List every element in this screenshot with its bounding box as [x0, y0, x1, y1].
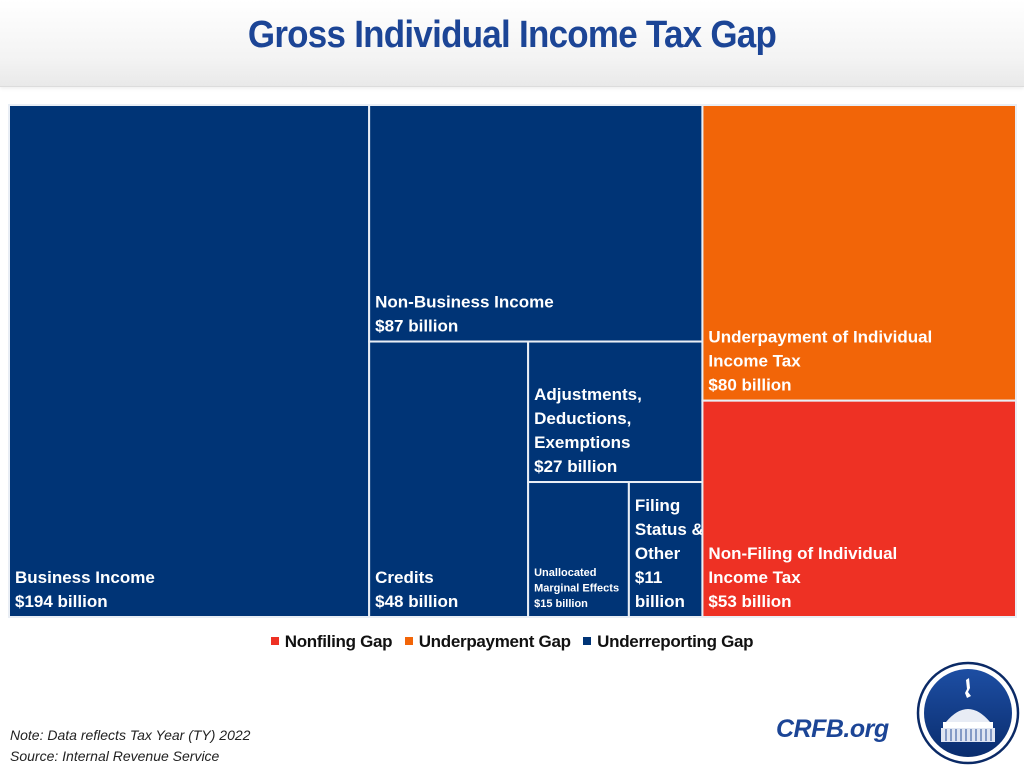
- tile-credits: Credits $48 billion: [368, 340, 530, 618]
- tile-label-business-income: $194 billion: [15, 592, 108, 611]
- tile-label-business-income: Business Income: [15, 568, 155, 587]
- tile-label-underpayment-of-individual-income-tax: Income Tax: [708, 352, 801, 371]
- legend-swatch-underreporting: [583, 637, 592, 645]
- legend-label-underpayment: Underpayment Gap: [418, 632, 571, 651]
- tile-underpayment-of-individual-income-tax: Underpayment of Individual Income Tax $80 …: [701, 104, 1017, 402]
- tile-rect-non-business-income: [368, 104, 704, 343]
- tile-rect-business-income: [8, 104, 371, 618]
- tile-label-filing-status-other: Status &: [635, 520, 704, 539]
- tile-rect-non-filing-of-individual-income-tax: [701, 399, 1017, 618]
- tile-adjustments-deductions-exemptions: Adjustments, Deductions, Exemptions $27 bil…: [527, 340, 704, 484]
- tile-label-filing-status-other: $11: [635, 568, 662, 587]
- tile-label-non-business-income: $87 billion: [375, 317, 458, 336]
- tile-non-filing-of-individual-income-tax: Non-Filing of Individual Income Tax $53 bi…: [701, 399, 1017, 618]
- tile-label-unallocated-marginal-effects: Marginal Effects: [534, 583, 619, 595]
- note-text: Note: Data reflects Tax Year (TY) 2022: [10, 727, 251, 743]
- header-bar: Gross Individual Income Tax Gap: [0, 0, 1024, 87]
- tile-label-filing-status-other: Filing: [635, 496, 680, 515]
- chart-title: Gross Individual Income Tax Gap: [247, 14, 777, 56]
- legend-item-underpayment: Underpayment Gap: [404, 632, 571, 652]
- tile-label-non-filing-of-individual-income-tax: Non-Filing of Individual: [708, 544, 897, 563]
- tile-label-non-filing-of-individual-income-tax: $53 billion: [708, 592, 791, 611]
- legend-label-nonfiling: Nonfiling Gap: [284, 632, 393, 651]
- legend-item-underreporting: Underreporting Gap: [583, 632, 754, 652]
- brand-link[interactable]: CRFB.org: [776, 715, 889, 743]
- tile-rect-underpayment-of-individual-income-tax: [701, 104, 1017, 402]
- tile-label-underpayment-of-individual-income-tax: $80 billion: [708, 376, 791, 395]
- tile-business-income: Business Income $194 billion: [8, 104, 371, 618]
- capitol-dome-logo-icon: [916, 661, 1020, 765]
- source-text: Source: Internal Revenue Service: [10, 748, 220, 764]
- tile-rect-adjustments-deductions-exemptions: [527, 340, 704, 484]
- tile-rect-credits: [368, 340, 530, 618]
- tile-label-credits: $48 billion: [375, 592, 458, 611]
- tile-rect-unallocated-marginal-effects: [527, 481, 630, 618]
- legend-swatch-underpayment: [404, 637, 413, 645]
- tile-label-underpayment-of-individual-income-tax: Underpayment of Individual: [708, 328, 932, 347]
- tile-label-adjustments-deductions-exemptions: Exemptions: [534, 433, 630, 452]
- tile-label-credits: Credits: [375, 568, 434, 587]
- legend-label-underreporting: Underreporting Gap: [597, 632, 754, 651]
- tile-label-filing-status-other: Other: [635, 544, 681, 563]
- tile-non-business-income: Non-Business Income $87 billion: [368, 104, 704, 343]
- tile-unallocated-marginal-effects: Unallocated Marginal Effects $15 billion: [527, 481, 630, 618]
- tile-label-unallocated-marginal-effects: Unallocated: [534, 567, 596, 579]
- tile-label-adjustments-deductions-exemptions: Deductions,: [534, 409, 631, 428]
- tile-label-non-filing-of-individual-income-tax: Income Tax: [708, 568, 801, 587]
- tile-label-filing-status-other: billion: [635, 592, 685, 611]
- legend: Nonfiling Gap Underpayment Gap Underrepo…: [0, 632, 1024, 652]
- tile-label-unallocated-marginal-effects: $15 billion: [534, 598, 588, 610]
- legend-item-nonfiling: Nonfiling Gap: [270, 632, 393, 652]
- legend-swatch-nonfiling: [270, 637, 279, 645]
- tile-label-adjustments-deductions-exemptions: Adjustments,: [534, 385, 642, 404]
- tile-label-non-business-income: Non-Business Income: [375, 293, 554, 312]
- tile-filing-status-other: Filing Status & Other $11 billion: [627, 481, 704, 618]
- tile-label-adjustments-deductions-exemptions: $27 billion: [534, 457, 617, 476]
